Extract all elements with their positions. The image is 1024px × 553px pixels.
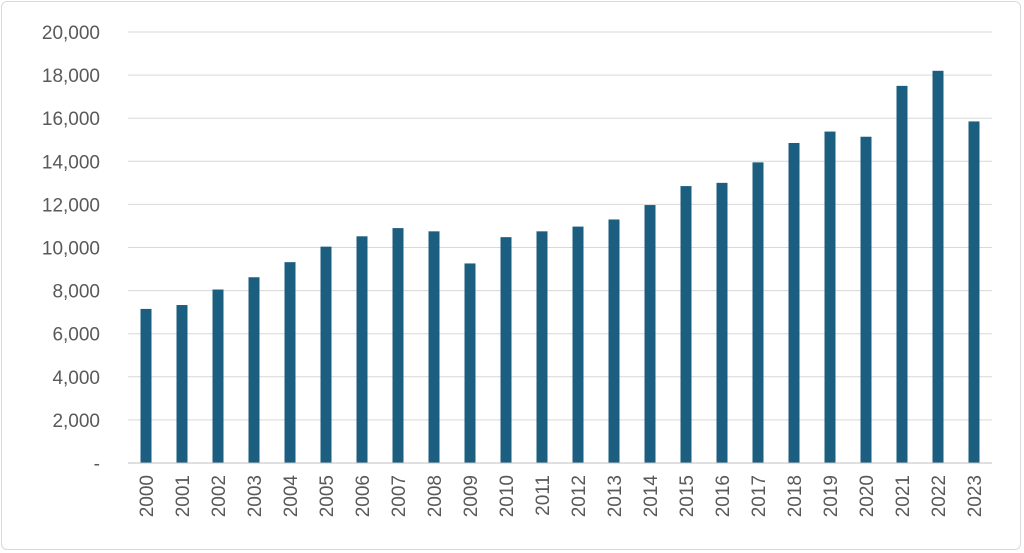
x-tick-label: 2007 <box>389 475 410 517</box>
bar-2020 <box>860 136 872 463</box>
y-tick-label: 4,000 <box>52 368 100 389</box>
bar-2011 <box>536 231 548 463</box>
bar-2022 <box>932 70 944 463</box>
x-tick-label: 2010 <box>497 475 518 517</box>
x-tick-label: 2017 <box>749 475 770 517</box>
x-tick-label: 2020 <box>857 475 878 517</box>
y-tick-label: - <box>94 454 100 475</box>
x-tick-label: 2022 <box>929 475 950 517</box>
x-tick-label: 2018 <box>785 475 806 517</box>
x-tick-label: 2002 <box>209 475 230 517</box>
bar-2014 <box>644 205 656 463</box>
bar-2016 <box>716 182 728 463</box>
bar-2006 <box>356 236 368 463</box>
y-tick-label: 14,000 <box>42 152 100 173</box>
bar-2012 <box>572 226 584 463</box>
bar-2019 <box>824 131 836 463</box>
x-tick-label: 2008 <box>425 475 446 517</box>
x-tick-label: 2023 <box>965 475 986 517</box>
y-tick-label: 16,000 <box>42 109 100 130</box>
bar-2023 <box>968 121 980 464</box>
gridlines <box>128 31 992 421</box>
y-axis-ticks: - 2,000 4,000 6,000 8,000 10,000 12,000 14,000 1… <box>42 23 100 475</box>
y-tick-label: 12,000 <box>42 195 100 216</box>
x-tick-label: 2012 <box>569 475 590 517</box>
bar-2017 <box>752 162 764 463</box>
y-tick-label: 8,000 <box>52 282 100 303</box>
bar-2021 <box>896 85 908 463</box>
x-tick-label: 2013 <box>605 475 626 517</box>
y-tick-label: 2,000 <box>52 411 100 432</box>
bar-2018 <box>788 142 800 464</box>
bar-2002 <box>212 289 224 463</box>
x-tick-label: 2004 <box>281 475 302 518</box>
y-tick-label: 20,000 <box>42 23 100 44</box>
bar-2009 <box>464 263 476 463</box>
bar-2003 <box>248 277 260 463</box>
bars <box>140 70 980 464</box>
bar-2010 <box>500 237 512 463</box>
x-tick-label: 2009 <box>461 475 482 517</box>
bar-2004 <box>284 262 296 463</box>
bar-2015 <box>680 186 692 463</box>
x-tick-label: 2021 <box>893 475 914 517</box>
bar-2000 <box>140 308 152 463</box>
bar-2013 <box>608 219 620 463</box>
bar-2001 <box>176 305 188 463</box>
x-tick-label: 2016 <box>713 475 734 517</box>
y-tick-label: 6,000 <box>52 325 100 346</box>
x-tick-label: 2006 <box>353 475 374 517</box>
x-tick-label: 2015 <box>677 475 698 517</box>
x-tick-label: 2001 <box>173 475 194 517</box>
x-tick-label: 2005 <box>317 475 338 517</box>
y-tick-label: 10,000 <box>42 239 100 260</box>
x-tick-label: 2000 <box>137 475 158 517</box>
x-tick-label: 2011 <box>533 475 554 516</box>
y-tick-label: 18,000 <box>42 66 100 87</box>
bar-2005 <box>320 246 332 463</box>
x-tick-label: 2014 <box>641 475 662 518</box>
bar-2008 <box>428 231 440 463</box>
x-axis-ticks: 2000 2001 2002 2003 2004 2005 2006 2007 2008 2009… <box>137 475 986 518</box>
x-tick-label: 2003 <box>245 475 266 517</box>
bar-2007 <box>392 228 404 463</box>
x-tick-label: 2019 <box>821 475 842 517</box>
